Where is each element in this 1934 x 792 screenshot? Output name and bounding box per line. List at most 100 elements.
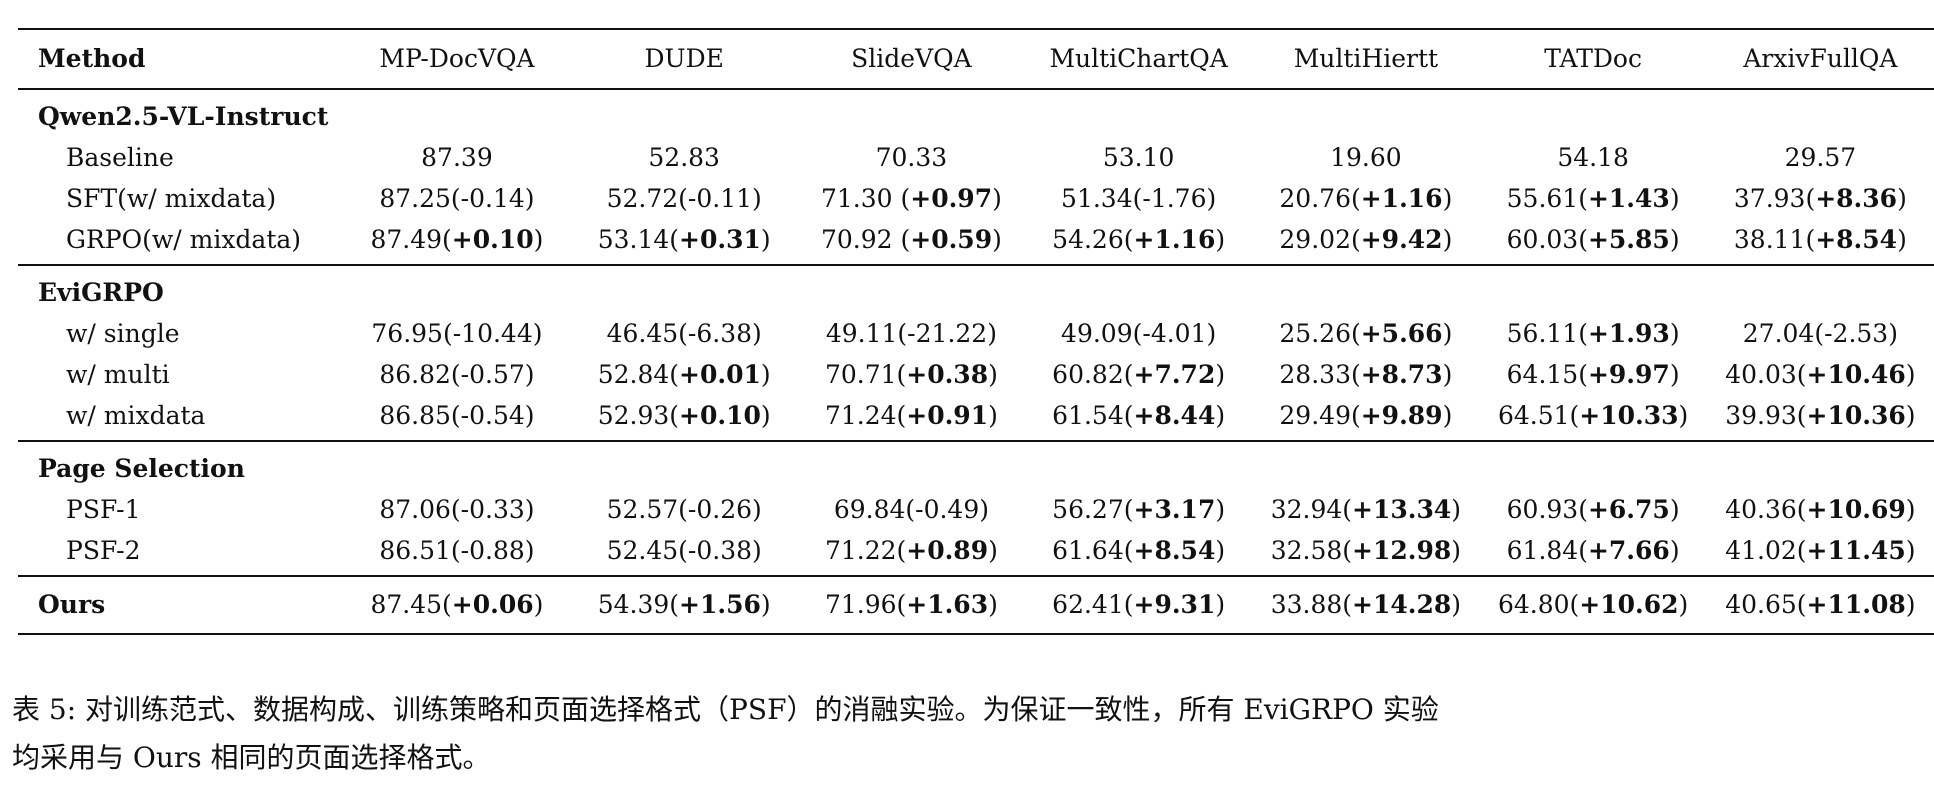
cell-suffix: ): [1669, 184, 1680, 213]
cell-value: 86.82(-0.57): [379, 360, 535, 389]
cell-value: 52.93(: [597, 401, 680, 430]
table-cell: 54.18: [1480, 137, 1707, 178]
table-cell: 54.39(+1.56): [570, 575, 798, 634]
table-cell: 51.34(-1.76): [1025, 178, 1252, 219]
table-cell: 29.49(+9.89): [1252, 395, 1479, 441]
table-cell: 70.71(+0.38): [798, 354, 1025, 395]
cell-value: 52.57(-0.26): [606, 495, 762, 524]
table-cell: 29.57: [1707, 137, 1934, 178]
cell-value: 38.11(: [1733, 225, 1816, 254]
cell-suffix: ): [988, 536, 998, 565]
cell-value: 64.51(: [1497, 401, 1580, 430]
table-cell: 32.94(+13.34): [1252, 489, 1479, 530]
table-cell: 56.27(+3.17): [1025, 489, 1252, 530]
cell-suffix: ): [1669, 225, 1680, 254]
table-cell: 52.83: [571, 137, 798, 178]
cell-suffix: ): [1451, 495, 1462, 524]
table-cell: 40.03(+10.46): [1707, 354, 1934, 395]
method-name: Baseline: [66, 143, 174, 172]
group-label: Qwen2.5-VL-Instruct: [38, 102, 329, 131]
cell-value: 60.03(: [1506, 225, 1588, 254]
cell-value: 27.04(-2.53): [1742, 319, 1898, 348]
cell-suffix: ): [988, 360, 998, 389]
cell-suffix: ): [1897, 225, 1907, 254]
table-cell: 37.93(+8.36): [1707, 178, 1934, 219]
cell-suffix: ): [1905, 536, 1916, 565]
cell-suffix: ): [1215, 495, 1226, 524]
table-row: Baseline 87.39 52.83 70.33 53.10 19.60 54.18 29…: [18, 137, 1934, 178]
table-cell: 60.93(+6.75): [1480, 489, 1707, 530]
table-row: PSF-2 86.51(-0.88) 52.45(-0.38) 71.22(+0.89…: [18, 530, 1934, 576]
method-name: GRPO(w/ mixdata): [66, 225, 302, 254]
ablation-table-container: Method MP-DocVQA DUDE SlideVQA MultiChar…: [18, 28, 1934, 635]
table-row: w/ single 76.95(-10.44) 46.45(-6.38) 49.11(…: [18, 313, 1934, 354]
cell-value: 54.18: [1557, 143, 1629, 172]
cell-suffix: ): [1215, 360, 1226, 389]
column-header: TATDoc: [1544, 44, 1642, 73]
cell-value: 70.33: [875, 143, 948, 172]
table-cell: 52.93(+0.10): [571, 395, 798, 441]
cell-gain: +0.59: [910, 225, 993, 254]
table-cell: 28.33(+8.73): [1252, 354, 1479, 395]
cell-value: 52.72(-0.11): [606, 184, 762, 213]
cell-value: 52.83: [648, 143, 720, 172]
cell-suffix: ): [1905, 401, 1916, 430]
table-cell: 46.45(-6.38): [571, 313, 798, 354]
ablation-table: Method MP-DocVQA DUDE SlideVQA MultiChar…: [18, 28, 1934, 635]
table-cell: 54.26(+1.16): [1025, 219, 1252, 265]
cell-suffix: ): [1669, 536, 1680, 565]
cell-value: 29.02(: [1279, 225, 1361, 254]
column-header: SlideVQA: [851, 44, 972, 73]
table-cell: 87.39: [343, 137, 570, 178]
method-name: w/ multi: [66, 360, 170, 389]
column-header: MultiChartQA: [1049, 44, 1228, 73]
cell-value: 25.26(: [1279, 319, 1361, 348]
cell-value: 62.41(: [1052, 590, 1134, 619]
column-header: MP-DocVQA: [379, 44, 535, 73]
cell-suffix: ): [1215, 225, 1226, 254]
cell-gain: +10.62: [1579, 590, 1679, 619]
cell-value: 61.84(: [1506, 536, 1588, 565]
cell-value: 71.30 (: [820, 184, 911, 213]
table-cell: 61.64(+8.54): [1025, 530, 1252, 576]
cell-suffix: ): [1442, 401, 1453, 430]
cell-gain: +0.01: [679, 360, 761, 389]
table-body: Qwen2.5-VL-Instruct Baseline 87.39 52.83 70.…: [18, 89, 1934, 634]
cell-gain: +9.42: [1360, 225, 1443, 254]
cell-gain: +5.85: [1587, 225, 1670, 254]
cell-suffix: ): [992, 225, 1002, 254]
cell-gain: +11.45: [1806, 536, 1906, 565]
cell-gain: +0.10: [679, 401, 761, 430]
cell-value: 39.93(: [1725, 401, 1807, 430]
cell-gain: +8.44: [1133, 401, 1216, 430]
table-cell: 87.45(+0.06): [343, 575, 571, 634]
cell-value: 70.71(: [824, 360, 907, 389]
table-cell: 40.36(+10.69): [1707, 489, 1934, 530]
cell-gain: +1.63: [906, 590, 989, 619]
table-cell: 20.76(+1.16): [1252, 178, 1479, 219]
cell-gain: +5.66: [1360, 319, 1443, 348]
cell-suffix: ): [533, 590, 544, 619]
cell-value: 87.06(-0.33): [379, 495, 535, 524]
cell-value: 54.26(: [1052, 225, 1134, 254]
table-caption: 表 5: 对训练范式、数据构成、训练策略和页面选择格式（PSF）的消融实验。为保…: [12, 686, 1912, 782]
cell-gain: +8.54: [1133, 536, 1216, 565]
cell-gain: +0.89: [906, 536, 989, 565]
cell-value: 49.09(-4.01): [1061, 319, 1217, 348]
table-cell: 55.61(+1.43): [1480, 178, 1707, 219]
table-row: PSF-1 87.06(-0.33) 52.57(-0.26) 69.84(-0.49…: [18, 489, 1934, 530]
table-cell: 86.51(-0.88): [343, 530, 570, 576]
cell-gain: +9.97: [1587, 360, 1670, 389]
cell-value: 53.14(: [597, 225, 680, 254]
table-cell: 19.60: [1252, 137, 1479, 178]
cell-value: 49.11(-21.22): [825, 319, 997, 348]
cell-value: 40.03(: [1725, 360, 1807, 389]
cell-suffix: ): [1678, 401, 1689, 430]
cell-value: 51.34(-1.76): [1061, 184, 1217, 213]
cell-value: 86.51(-0.88): [379, 536, 535, 565]
cell-value: 71.24(: [824, 401, 907, 430]
cell-value: 52.45(-0.38): [606, 536, 762, 565]
cell-value: 56.11(: [1506, 319, 1588, 348]
table-cell: 49.11(-21.22): [798, 313, 1025, 354]
table-cell: 71.30 (+0.97): [798, 178, 1025, 219]
